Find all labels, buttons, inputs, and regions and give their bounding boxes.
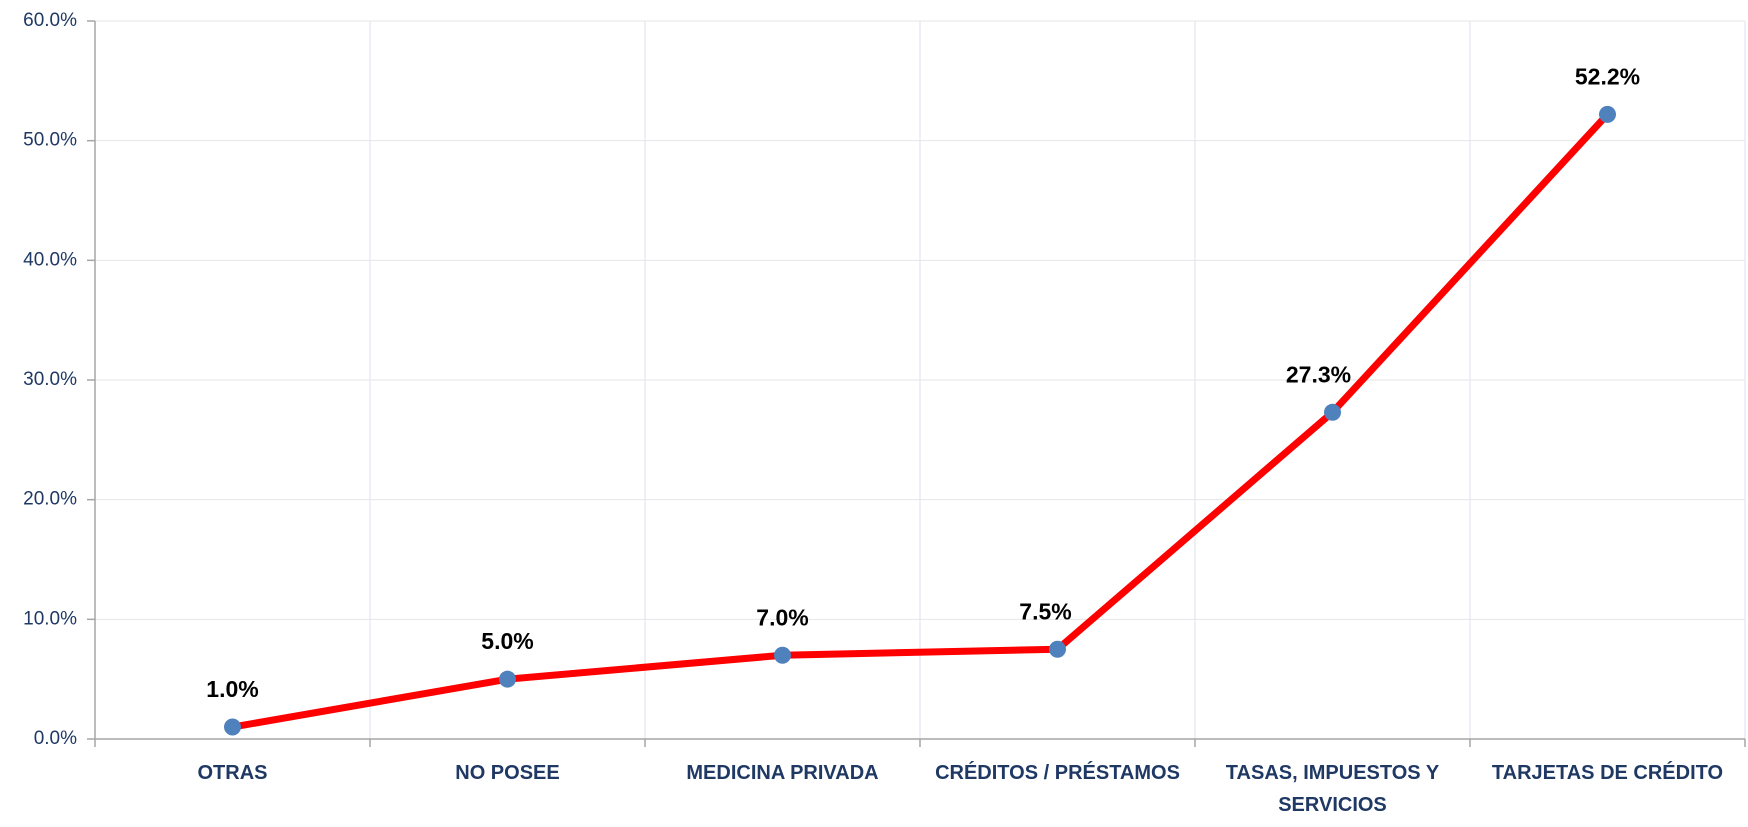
x-tick-label: NO POSEE (455, 762, 560, 784)
data-label: 5.0% (481, 628, 533, 654)
x-tick-label: MEDICINA PRIVADA (686, 762, 879, 784)
data-point (774, 646, 791, 664)
x-tick-label: TARJETAS DE CRÉDITO (1491, 762, 1724, 784)
x-tick-label: CRÉDITOS / PRÉSTAMOS (935, 762, 1180, 784)
data-point (499, 670, 516, 688)
data-point (1324, 403, 1341, 421)
x-tick-label: TASAS, IMPUESTOS Y SERVICIOS (1225, 762, 1440, 816)
y-tick-label: 30.0% (23, 369, 77, 390)
y-tick-label: 20.0% (23, 489, 77, 510)
y-tick-label: 40.0% (23, 249, 77, 270)
data-label: 1.0% (206, 676, 258, 702)
y-tick-label: 50.0% (23, 130, 77, 151)
data-label: 52.2% (1575, 63, 1640, 89)
data-point (1599, 105, 1616, 123)
data-point (224, 718, 241, 736)
data-line (231, 111, 1611, 731)
y-tick-label: 10.0% (23, 608, 77, 629)
data-label: 7.5% (1019, 598, 1071, 624)
y-tick-label: 60.0% (23, 10, 77, 31)
data-label: 27.3% (1286, 361, 1351, 387)
x-tick-label: OTRAS (197, 762, 268, 784)
data-label: 7.0% (756, 604, 808, 630)
data-point (1049, 640, 1066, 658)
y-tick-label: 0.0% (34, 728, 77, 749)
